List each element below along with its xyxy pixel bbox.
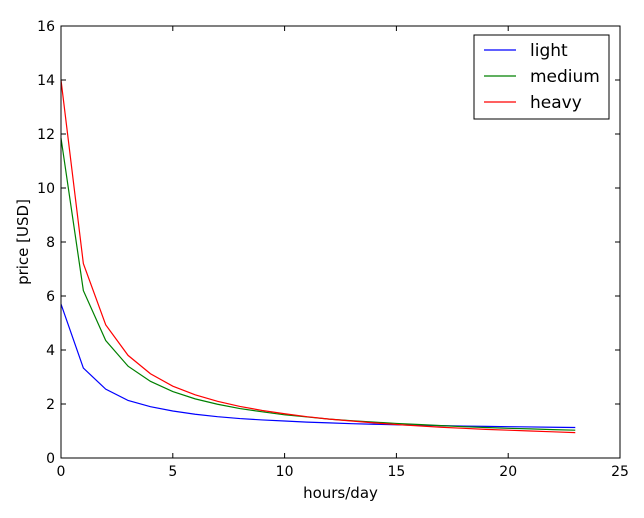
y-tick-label: 4: [46, 343, 55, 359]
x-tick-label: 20: [499, 464, 517, 480]
legend-box: [473, 34, 610, 120]
legend-label-heavy: heavy: [530, 93, 582, 113]
y-axis-label: price [USD]: [14, 199, 32, 285]
x-tick-label: 15: [387, 464, 405, 480]
legend-label-medium: medium: [530, 67, 600, 87]
y-tick-label: 6: [46, 289, 55, 305]
y-tick-label: 2: [46, 397, 55, 413]
x-axis-label: hours/day: [303, 484, 378, 502]
x-tick-label: 5: [168, 464, 177, 480]
legend-label-light: light: [530, 41, 568, 61]
series-line-heavy: [60, 79, 576, 434]
x-tick-label: 25: [611, 464, 629, 480]
series-layer: [60, 79, 576, 434]
series-line-light: [60, 303, 576, 429]
y-tick-label: 12: [37, 127, 55, 143]
y-tick-label: 14: [37, 73, 55, 89]
y-tick-label: 16: [37, 19, 55, 35]
x-tick-label: 0: [57, 464, 66, 480]
y-tick-label: 8: [46, 235, 55, 251]
y-tick-label: 0: [46, 451, 55, 467]
x-tick-label: 10: [276, 464, 294, 480]
y-tick-label: 10: [37, 181, 55, 197]
ticks-layer: 0 5 10 15 20 25 0 2 4 6 8 10 12 14 16: [37, 19, 629, 480]
legend: light medium heavy: [473, 34, 610, 120]
series-line-medium: [60, 137, 576, 431]
